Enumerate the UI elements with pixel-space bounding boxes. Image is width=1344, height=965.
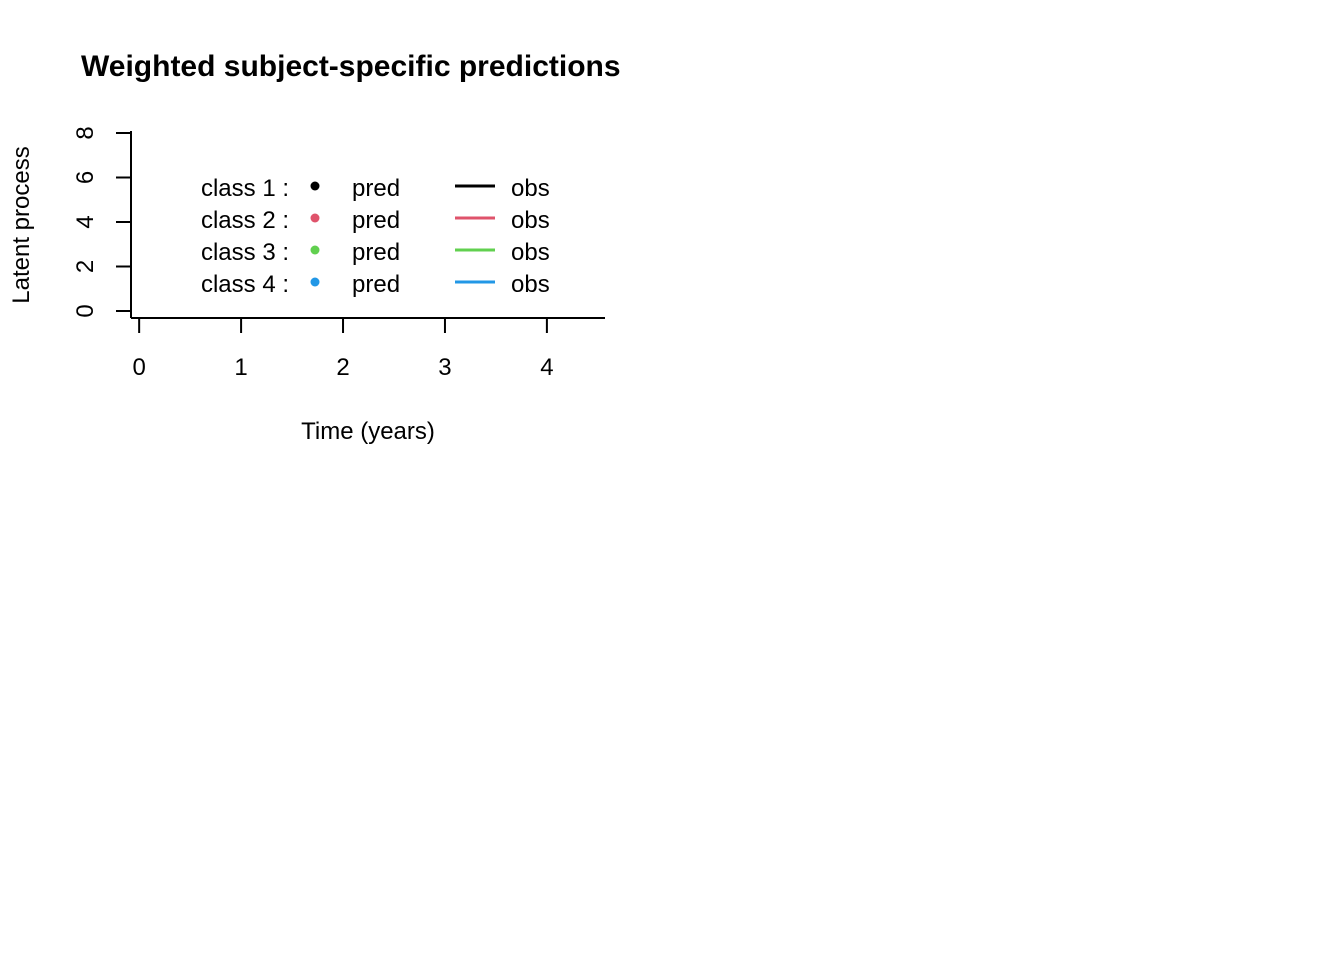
legend-pred-dot [310,245,320,255]
legend-pred-dot [310,277,320,287]
x-tick-label: 2 [336,354,349,381]
legend-class-label: class 2 : [201,207,289,234]
x-tick-label: 1 [234,354,247,381]
legend-pred-label: pred [352,175,400,202]
y-axis: 0 2 4 6 8 [72,126,132,318]
legend-obs-label: obs [511,207,550,234]
legend-class-label: class 1 : [201,175,289,202]
chart-title: Weighted subject-specific predictions [81,50,621,83]
x-tick-label: 4 [540,354,553,381]
legend-pred-label: pred [352,207,400,234]
legend-pred-dot [310,213,320,223]
y-tick-label: 2 [72,260,99,273]
legend: class 1 : pred obs class 2 : pred obs class 3 … [201,175,550,298]
x-tick-label: 0 [132,354,145,381]
y-tick-label: 0 [72,304,99,317]
legend-class-label: class 4 : [201,271,289,298]
legend-obs-label: obs [511,239,550,266]
legend-pred-label: pred [352,239,400,266]
y-axis-label: Latent process [8,146,35,303]
legend-obs-label: obs [511,175,550,202]
y-tick-label: 6 [72,171,99,184]
y-tick-label: 4 [72,215,99,228]
legend-class-label: class 3 : [201,239,289,266]
y-tick-label: 8 [72,126,99,139]
legend-pred-label: pred [352,271,400,298]
x-axis: 0 1 2 3 4 [131,317,605,381]
legend-obs-label: obs [511,271,550,298]
x-axis-label: Time (years) [301,418,435,445]
legend-pred-dot [310,181,320,191]
x-tick-label: 3 [438,354,451,381]
